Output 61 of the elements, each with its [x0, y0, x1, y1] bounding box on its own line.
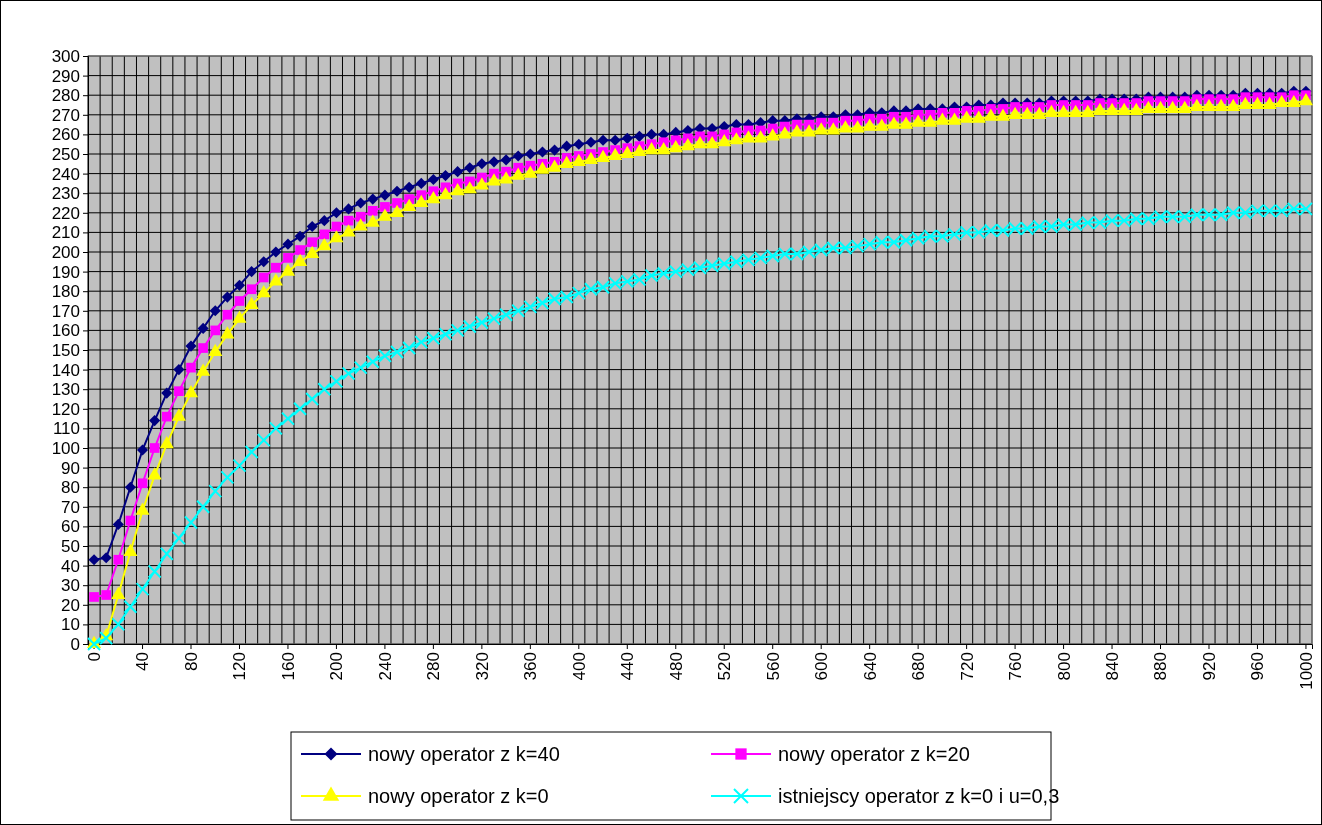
y-tick-label: 90	[61, 458, 80, 478]
x-tick-label: 400	[569, 652, 589, 681]
y-tick-label: 250	[51, 144, 80, 164]
y-tick-label: 70	[61, 497, 80, 517]
legend-label: nowy operator z k=0	[368, 785, 549, 807]
y-tick-label: 130	[51, 380, 80, 400]
y-tick-label: 220	[51, 203, 80, 223]
y-tick-label: 230	[51, 184, 80, 204]
x-tick-label: 80	[181, 652, 201, 671]
x-tick-label: 680	[909, 652, 929, 681]
y-tick-label: 180	[51, 282, 80, 302]
y-tick-label: 190	[51, 262, 80, 282]
y-tick-label: 210	[51, 223, 80, 243]
y-tick-label: 150	[51, 340, 80, 360]
y-tick-label: 260	[51, 125, 80, 145]
y-tick-label: 60	[61, 517, 80, 537]
x-tick-label: 520	[715, 652, 735, 681]
x-tick-label: 840	[1102, 652, 1122, 681]
y-tick-label: 290	[51, 66, 80, 86]
y-tick-label: 100	[51, 438, 80, 458]
legend-label: istniejscy operator z k=0 i u=0,3	[778, 785, 1060, 807]
x-tick-label: 720	[957, 652, 977, 681]
x-tick-label: 440	[618, 652, 638, 681]
y-tick-label: 20	[61, 595, 80, 615]
y-tick-label: 160	[51, 321, 80, 341]
y-tick-label: 280	[51, 86, 80, 106]
x-tick-label: 120	[230, 652, 250, 681]
x-tick-label: 40	[133, 652, 153, 671]
legend-label: nowy operator z k=40	[368, 743, 560, 765]
x-tick-label: 760	[1006, 652, 1026, 681]
x-tick-label: 960	[1248, 652, 1268, 681]
x-tick-label: 240	[375, 652, 395, 681]
y-tick-label: 30	[61, 576, 80, 596]
x-tick-label: 480	[666, 652, 686, 681]
y-tick-label: 270	[51, 105, 80, 125]
x-tick-label: 160	[278, 652, 298, 681]
x-tick-label: 640	[860, 652, 880, 681]
x-tick-label: 600	[812, 652, 832, 681]
y-tick-label: 120	[51, 399, 80, 419]
x-tick-label: 560	[763, 652, 783, 681]
x-tick-label: 280	[424, 652, 444, 681]
x-tick-label: 200	[327, 652, 347, 681]
x-tick-label: 920	[1199, 652, 1219, 681]
legend-label: nowy operator z k=20	[778, 743, 970, 765]
y-tick-label: 170	[51, 301, 80, 321]
x-tick-label: 320	[472, 652, 492, 681]
x-tick-label: 360	[521, 652, 541, 681]
y-tick-label: 110	[52, 419, 80, 439]
y-tick-label: 50	[61, 536, 80, 556]
y-tick-label: 240	[51, 164, 80, 184]
y-tick-label: 80	[61, 478, 80, 498]
y-tick-label: 0	[70, 634, 80, 654]
y-tick-label: 140	[51, 360, 80, 380]
y-tick-label: 200	[51, 242, 80, 262]
y-tick-label: 10	[61, 615, 80, 635]
x-tick-label: 880	[1151, 652, 1171, 681]
x-tick-label: 0	[85, 652, 105, 662]
y-tick-label: 40	[61, 556, 80, 576]
y-tick-label: 300	[51, 46, 80, 66]
x-tick-label: 800	[1054, 652, 1074, 681]
x-tick-label: 1000	[1296, 652, 1316, 690]
